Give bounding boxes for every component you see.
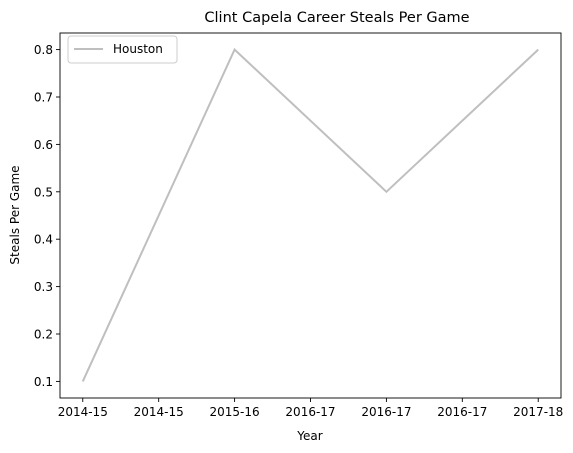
x-tick-label: 2016-17: [285, 405, 335, 419]
y-tick-label: 0.2: [34, 328, 53, 342]
y-tick-label: 0.5: [34, 185, 53, 199]
x-tick-label: 2016-17: [361, 405, 411, 419]
y-tick-label: 0.3: [34, 280, 53, 294]
x-tick-label: 2015-16: [210, 405, 260, 419]
y-tick-label: 0.1: [34, 375, 53, 389]
y-tick-label: 0.4: [34, 233, 53, 247]
legend: Houston: [67, 35, 178, 64]
plot-lines: [81, 47, 539, 382]
series-line-houston: [81, 47, 539, 382]
x-tick-label: 2014-15: [134, 405, 184, 419]
x-tick-label: 2014-15: [58, 405, 108, 419]
x-tick-label: 2017-18: [513, 405, 563, 419]
x-axis-label: Year: [296, 429, 322, 443]
y-tick-label: 0.7: [34, 90, 53, 104]
legend-label-houston: Houston: [113, 42, 163, 56]
x-tick-label: 2016-17: [437, 405, 487, 419]
legend-box: [67, 35, 178, 64]
y-axis-label: Steals Per Game: [8, 165, 22, 264]
x-axis-ticks: 2014-15 2014-15 2015-16 2016-17 2016-17 2016-…: [58, 398, 563, 419]
y-axis-ticks: 0.1 0.2 0.3 0.4 0.5 0.6 0.7 0.8: [34, 43, 60, 389]
y-tick-label: 0.6: [34, 138, 53, 152]
y-tick-label: 0.8: [34, 43, 53, 57]
chart-title: Clint Capela Career Steals Per Game: [204, 10, 469, 26]
axes-frame: [59, 32, 562, 399]
